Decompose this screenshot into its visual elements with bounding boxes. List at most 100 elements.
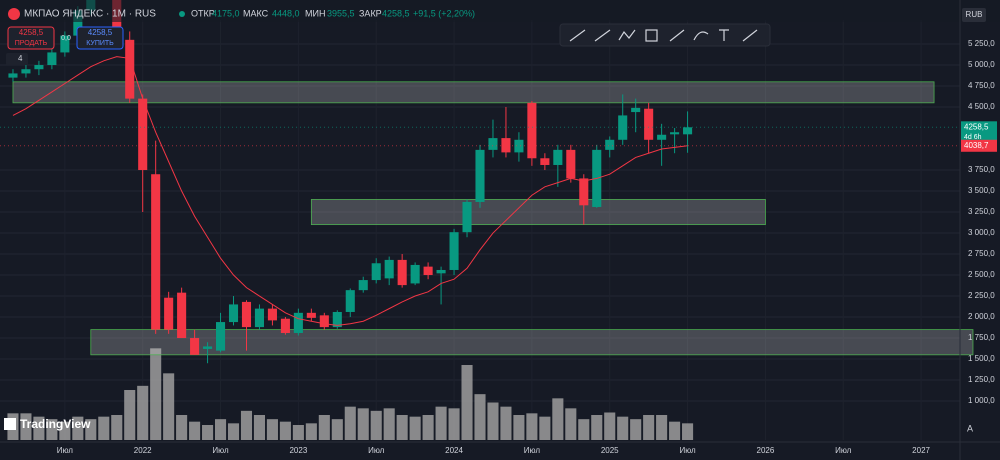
candle-body — [631, 107, 641, 113]
zone — [90, 329, 974, 356]
candle-body — [488, 138, 498, 150]
volume-bar — [331, 419, 343, 440]
candle-body — [358, 280, 368, 291]
candle-body — [657, 134, 667, 140]
volume-bar — [85, 419, 97, 440]
zone — [12, 81, 935, 104]
tool-curve[interactable] — [693, 31, 709, 41]
volume-bar — [253, 415, 265, 440]
volume-bar — [487, 402, 499, 440]
volume-bar — [72, 416, 84, 440]
volume-bar — [396, 415, 408, 440]
candle-body — [397, 259, 407, 286]
volume-bar — [137, 385, 149, 440]
toolbar-bg — [559, 23, 771, 47]
volume-bar — [292, 425, 304, 440]
volume-bar — [435, 406, 447, 440]
volume-bar — [578, 419, 590, 440]
tool-rect[interactable] — [645, 29, 658, 42]
candle-body — [579, 178, 589, 206]
candle-body — [203, 346, 213, 349]
candle-body — [345, 290, 355, 312]
candle-body — [475, 149, 485, 202]
sell-price: 4258,5 — [19, 28, 44, 37]
candle-body — [618, 115, 628, 140]
drawing-toolbar — [559, 23, 771, 47]
x-tick-label: 2023 — [289, 446, 307, 455]
status-dot — [179, 11, 185, 17]
x-tick-label: 2024 — [445, 446, 463, 455]
candle-body — [177, 292, 187, 339]
volume-bar — [474, 394, 486, 440]
volume-bar — [227, 423, 240, 440]
y-tick-label: 2 500,0 — [968, 270, 995, 279]
symbol: МКПАО ЯНДЕКС · 1М · RUS — [24, 9, 156, 20]
candle-body — [410, 264, 420, 284]
x-tick-label: Июл — [679, 446, 696, 455]
volume-bar — [111, 415, 123, 440]
candle-body — [138, 98, 148, 171]
candle-body — [462, 201, 472, 233]
currency: RUB — [966, 10, 983, 19]
y-tick-label: 2 750,0 — [968, 249, 995, 258]
volume-bar — [163, 373, 175, 440]
candle-body — [436, 269, 446, 274]
volume-bar — [526, 413, 538, 440]
y-tick-label: 4 500,0 — [968, 102, 995, 111]
candle-body — [60, 35, 70, 53]
tool-path[interactable] — [618, 29, 636, 41]
candle-body — [164, 297, 174, 330]
volume-bar — [617, 416, 629, 440]
volume-bar — [409, 416, 421, 440]
candle-body — [319, 315, 329, 328]
volume-bar — [591, 415, 603, 440]
volume-bar — [240, 410, 253, 440]
y-tick-label: 1 750,0 — [968, 333, 995, 342]
indicators-toggle[interactable] — [6, 53, 28, 65]
auto-scale[interactable]: A — [967, 423, 973, 433]
candle-body — [371, 263, 381, 281]
candle-body — [306, 312, 316, 318]
candle-body — [683, 127, 693, 135]
volume-bar — [383, 408, 395, 440]
candle-body — [293, 312, 303, 333]
y-tick-label: 3 500,0 — [968, 186, 995, 195]
tool-ray[interactable] — [594, 29, 611, 42]
x-tick-label: Июл — [524, 446, 541, 455]
volume-bar — [656, 415, 668, 440]
sell-button[interactable] — [7, 26, 55, 50]
volume-bar — [124, 390, 136, 440]
x-tick-label: Июл — [835, 446, 852, 455]
volume-bar — [461, 365, 473, 440]
sell-label: ПРОДАТЬ — [15, 40, 48, 47]
candle-body — [190, 338, 200, 355]
candle-body — [8, 73, 18, 78]
tool-text[interactable] — [719, 29, 729, 41]
y-tick-label: 3 750,0 — [968, 165, 995, 174]
low-name: МИН — [305, 8, 325, 18]
volume-bar — [266, 419, 278, 440]
candle-body — [280, 318, 290, 333]
volume-bar — [513, 415, 525, 440]
candle-body — [514, 139, 524, 153]
buy-button[interactable] — [76, 26, 124, 50]
volume-bar — [20, 413, 32, 440]
x-tick-label: Июл — [212, 446, 229, 455]
candle-body — [34, 65, 44, 70]
volume-bar — [682, 423, 694, 440]
y-tick-label: 2 000,0 — [968, 312, 995, 321]
low-value: 3955,5 — [327, 8, 355, 18]
tool-trend[interactable] — [569, 29, 586, 42]
volume-bar — [539, 416, 551, 440]
candle-body — [384, 259, 394, 279]
y-tick-label: 2 250,0 — [968, 291, 995, 300]
tool-brush[interactable] — [669, 29, 685, 42]
price-label: 4038,7 — [964, 141, 989, 150]
change: +91,5 (+2,20%) — [413, 8, 475, 18]
volume-bar — [422, 415, 434, 440]
currency-box[interactable] — [962, 8, 986, 22]
moving-average — [12, 56, 688, 326]
tool-measure[interactable] — [742, 29, 758, 42]
